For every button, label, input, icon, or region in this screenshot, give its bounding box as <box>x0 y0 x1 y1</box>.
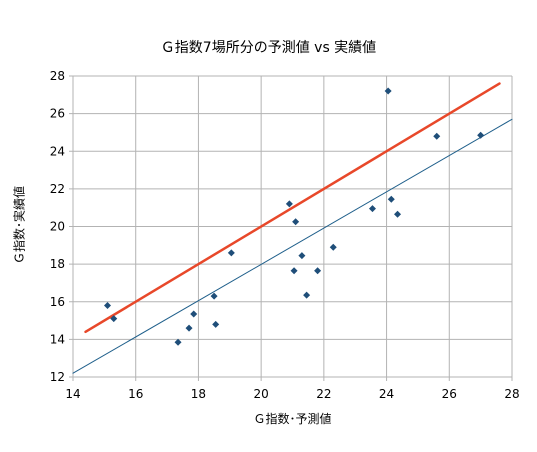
x-tick-label: 16 <box>128 387 143 401</box>
data-point <box>394 210 402 218</box>
trend-line-ideal <box>84 82 501 334</box>
data-point <box>103 302 111 310</box>
trend-lines <box>72 82 513 374</box>
data-point <box>292 218 300 226</box>
data-point <box>477 131 485 139</box>
data-point <box>314 267 322 275</box>
y-tick-label: 22 <box>50 182 65 196</box>
x-tick-label: 26 <box>442 387 457 401</box>
x-tick-label: 20 <box>254 387 269 401</box>
y-tick-label: 14 <box>50 332 65 346</box>
y-tick-label: 18 <box>50 257 65 271</box>
data-point <box>174 338 182 346</box>
y-tick-label: 16 <box>50 295 65 309</box>
data-point <box>368 205 376 213</box>
data-point <box>212 320 220 328</box>
x-tick-label: 22 <box>316 387 331 401</box>
data-points <box>103 87 485 346</box>
data-point <box>290 267 298 275</box>
data-point <box>190 310 198 318</box>
y-tick-label: 24 <box>50 144 65 158</box>
x-tick-label: 24 <box>379 387 394 401</box>
y-tick-label: 28 <box>50 69 65 83</box>
data-point <box>387 195 395 203</box>
y-tick-label: 12 <box>50 370 65 384</box>
grid-lines <box>72 75 513 378</box>
data-point <box>210 292 218 300</box>
x-axis-label: Ｇ指数･予測値 <box>253 412 332 426</box>
data-point <box>285 200 293 208</box>
data-point <box>227 249 235 257</box>
x-tick-label: 18 <box>191 387 206 401</box>
data-point <box>329 243 337 251</box>
x-tick-label: 28 <box>504 387 519 401</box>
data-point <box>110 315 118 323</box>
data-point <box>303 291 311 299</box>
chart-title: Ｇ指数7場所分の予測値 vs 実績値 <box>160 40 377 56</box>
data-point <box>185 324 193 332</box>
y-tick-label: 20 <box>50 220 65 234</box>
axes <box>69 75 513 381</box>
data-point <box>384 87 392 95</box>
data-point <box>433 132 441 140</box>
data-point <box>298 252 306 260</box>
y-tick-label: 26 <box>50 107 65 121</box>
y-axis-label: Ｇ指数･実績値 <box>12 185 27 265</box>
x-tick-label: 14 <box>65 387 80 401</box>
trend-line-regression <box>72 118 513 374</box>
